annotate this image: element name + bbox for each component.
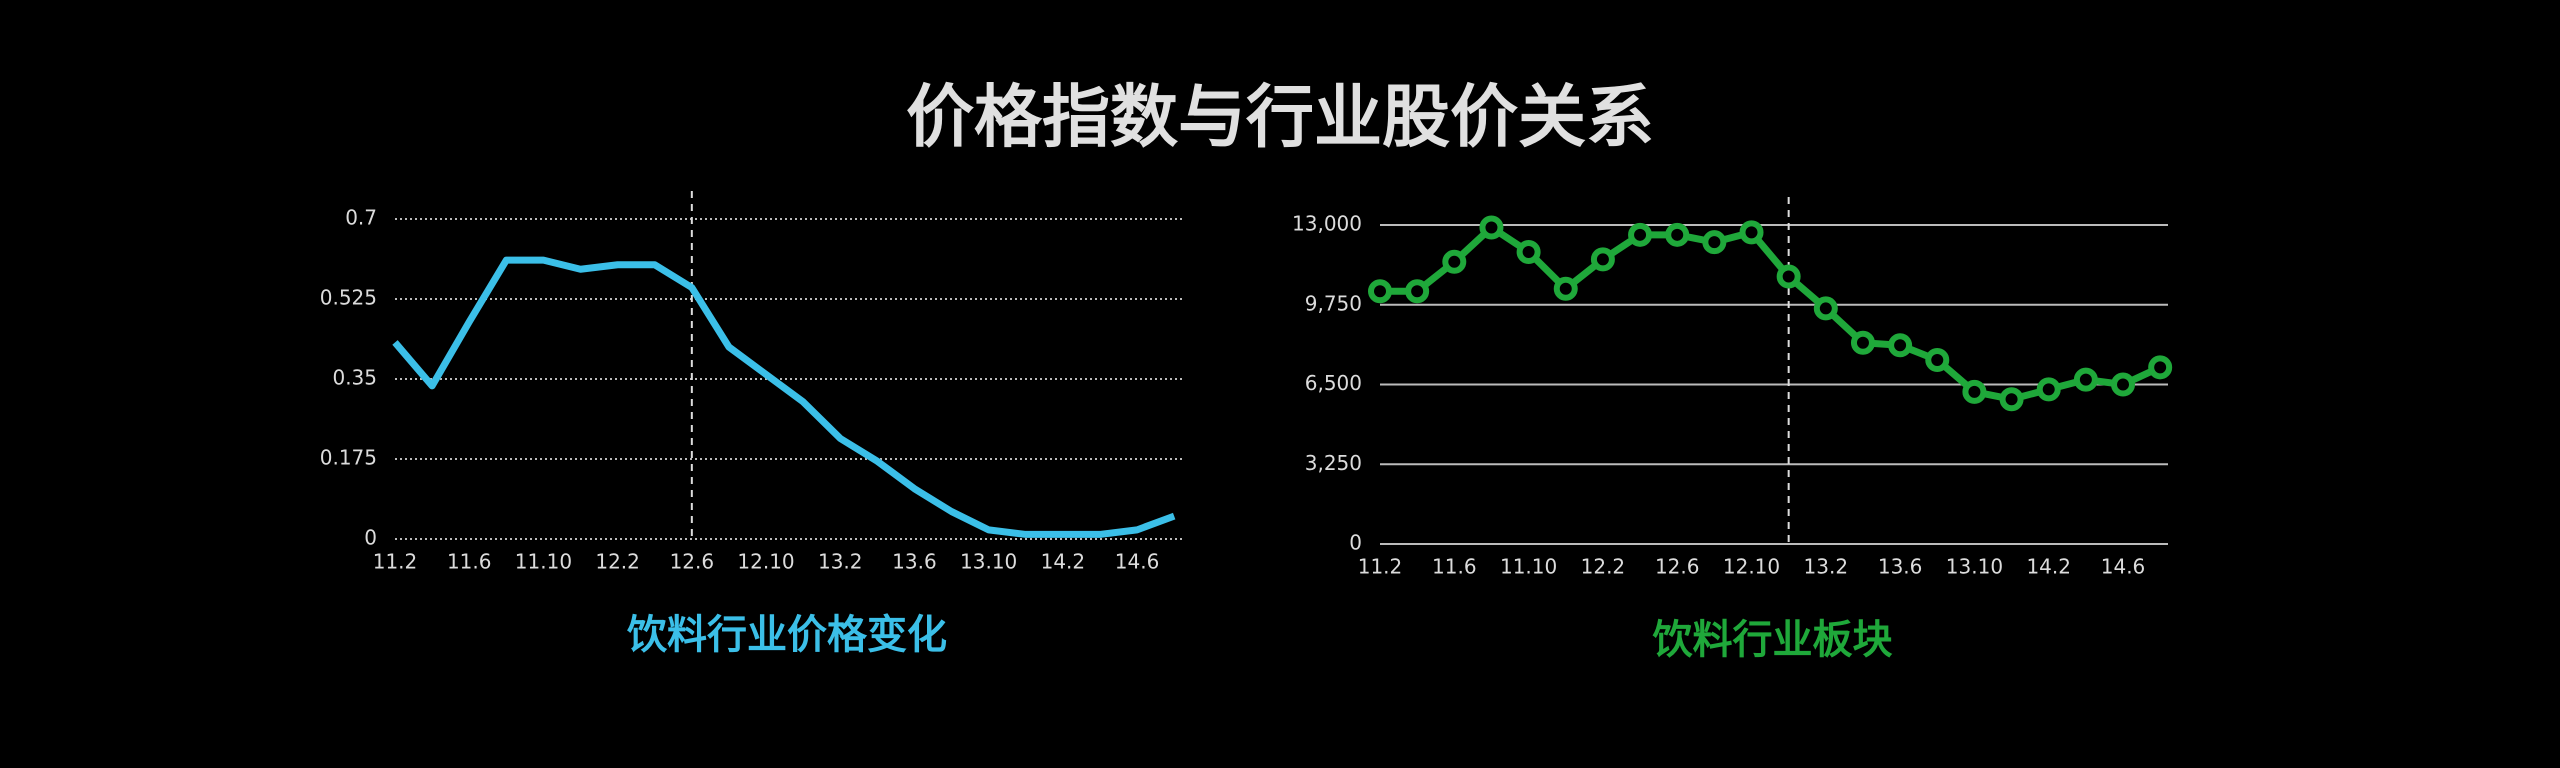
x-tick-label: 14.2 <box>1041 550 1086 574</box>
data-point <box>1553 276 1578 301</box>
x-tick-label: 13.6 <box>1878 555 1923 579</box>
x-tick-label: 12.10 <box>737 550 794 574</box>
data-point <box>1776 264 1801 289</box>
data-line <box>392 256 1176 538</box>
y-tick-label: 0.7 <box>345 206 377 230</box>
data-point <box>1739 220 1764 245</box>
x-tick-label: 11.6 <box>447 550 492 574</box>
y-tick-label: 0.175 <box>320 446 377 470</box>
data-point <box>1813 296 1838 321</box>
data-point <box>1888 333 1913 358</box>
data-point <box>1442 249 1467 274</box>
x-tick-label: 13.10 <box>1946 555 2003 579</box>
x-tick-label: 13.10 <box>960 550 1017 574</box>
x-tick-label: 13.2 <box>818 550 863 574</box>
data-point <box>1368 279 1392 304</box>
y-tick-label: 0 <box>364 526 377 550</box>
data-point <box>1925 347 1950 372</box>
x-tick-label: 11.2 <box>373 550 418 574</box>
y-tick-label: 0 <box>1349 531 1362 555</box>
data-point <box>1590 247 1615 272</box>
x-tick-label: 12.2 <box>595 550 640 574</box>
data-point <box>2148 355 2173 380</box>
data-point <box>1962 379 1987 404</box>
x-tick-label: 13.2 <box>1804 555 1849 579</box>
x-tick-label: 11.10 <box>1500 555 1557 579</box>
data-point <box>1628 222 1653 247</box>
y-tick-label: 13,000 <box>1292 212 1362 236</box>
data-point <box>1702 230 1727 255</box>
data-point <box>2111 372 2136 397</box>
data-point <box>1850 330 1875 355</box>
x-tick-label: 14.2 <box>2026 555 2071 579</box>
data-line <box>1380 223 2162 403</box>
data-point <box>1479 215 1504 240</box>
data-point <box>2036 377 2061 402</box>
chart-title: 饮料行业板块 <box>1653 617 1893 663</box>
x-tick-label: 11.6 <box>1432 555 1477 579</box>
data-point <box>1516 239 1541 264</box>
x-tick-label: 13.6 <box>892 550 937 574</box>
data-point <box>1405 279 1430 304</box>
x-tick-label: 12.6 <box>670 550 715 574</box>
x-tick-label: 12.2 <box>1581 555 1626 579</box>
x-tick-label: 11.10 <box>515 550 572 574</box>
data-point <box>1999 387 2024 412</box>
x-tick-label: 14.6 <box>1115 550 1160 574</box>
x-tick-label: 11.2 <box>1358 555 1403 579</box>
y-tick-label: 0.35 <box>332 366 377 390</box>
x-tick-label: 12.10 <box>1723 555 1780 579</box>
chart-title: 饮料行业价格变化 <box>627 612 947 658</box>
y-tick-label: 0.525 <box>320 286 377 310</box>
y-tick-label: 9,750 <box>1305 291 1362 315</box>
data-point <box>1665 222 1690 247</box>
y-tick-label: 3,250 <box>1305 451 1362 475</box>
y-tick-label: 6,500 <box>1305 371 1362 395</box>
x-tick-label: 14.6 <box>2101 555 2146 579</box>
page-title: 价格指数与行业股价关系 <box>906 79 1654 158</box>
data-point <box>2073 367 2098 392</box>
x-tick-label: 12.6 <box>1655 555 1700 579</box>
